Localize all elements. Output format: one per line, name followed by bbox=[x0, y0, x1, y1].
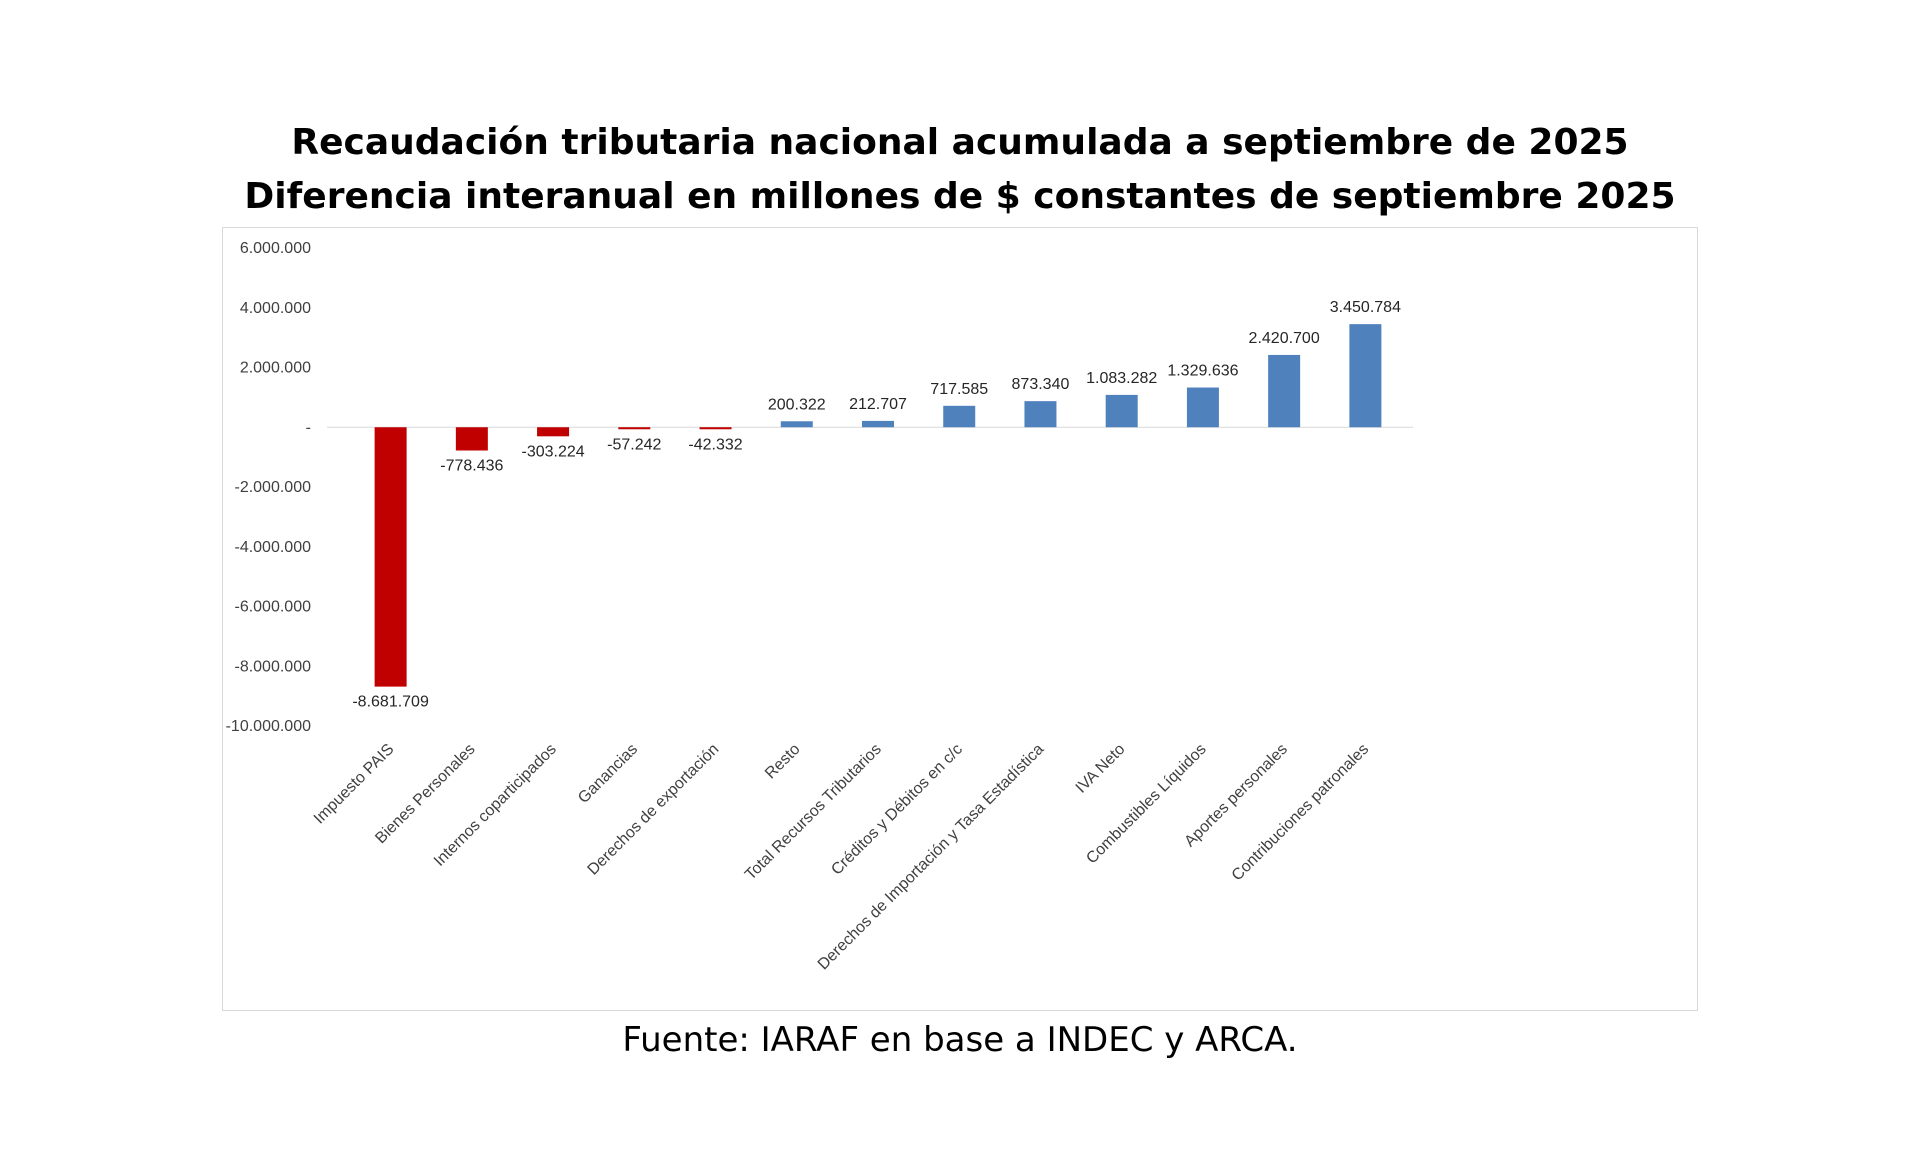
data-label: -42.332 bbox=[688, 436, 742, 453]
y-tick-label: 4.000.000 bbox=[240, 300, 311, 317]
bar-7 bbox=[862, 420, 894, 428]
category-label: Créditos y Débitos en c/c bbox=[828, 741, 966, 879]
bar-9 bbox=[1024, 401, 1057, 428]
chart-title-line-2: Diferencia interanual en millones de $ c… bbox=[244, 176, 1676, 217]
bar-5 bbox=[699, 427, 732, 430]
data-label: 873.340 bbox=[1012, 376, 1070, 393]
category-label: Impuesto PAIS bbox=[311, 741, 398, 828]
data-label: -303.224 bbox=[521, 443, 584, 460]
data-label: 200.322 bbox=[768, 396, 826, 413]
bar-8 bbox=[943, 405, 976, 428]
chart-area: 6.000.000 4.000.000 2.000.000 - -2.000.000 -4… bbox=[222, 227, 1698, 1011]
category-label: Total Recursos Tributarios bbox=[742, 741, 885, 884]
y-tick-label: -6.000.000 bbox=[234, 599, 311, 616]
y-tick-label: -10.000.000 bbox=[226, 718, 312, 735]
bar-12 bbox=[1268, 354, 1301, 428]
bar-1 bbox=[374, 427, 407, 687]
data-label: 3.450.784 bbox=[1330, 299, 1401, 316]
data-label: -8.681.709 bbox=[352, 694, 429, 711]
data-label: 717.585 bbox=[930, 381, 988, 398]
bar-3 bbox=[537, 427, 570, 437]
category-label: Derechos de exportación bbox=[585, 741, 723, 879]
data-label: 1.083.282 bbox=[1086, 370, 1157, 387]
bar-10 bbox=[1105, 394, 1138, 428]
category-label: Contribuciones patronales bbox=[1229, 741, 1372, 884]
bar-chart: 6.000.000 4.000.000 2.000.000 - -2.000.000 -4… bbox=[226, 240, 1413, 973]
y-tick-label: -4.000.000 bbox=[234, 539, 311, 556]
source-note: Fuente: IARAF en base a INDEC y ARCA. bbox=[622, 1020, 1298, 1060]
y-tick-label: -2.000.000 bbox=[234, 479, 311, 496]
data-label: 2.420.700 bbox=[1249, 330, 1320, 347]
category-label: IVA Neto bbox=[1073, 741, 1129, 797]
bar-13 bbox=[1349, 324, 1382, 428]
category-label: Resto bbox=[762, 741, 804, 783]
category-label: Ganancias bbox=[575, 741, 641, 807]
bar-11 bbox=[1186, 387, 1219, 428]
bar-2 bbox=[455, 427, 488, 451]
y-tick-label: 6.000.000 bbox=[240, 240, 311, 257]
data-label: 212.707 bbox=[849, 396, 907, 413]
y-tick-label: -8.000.000 bbox=[234, 658, 311, 675]
bar-4 bbox=[618, 427, 651, 430]
chart-title-line-1: Recaudación tributaria nacional acumulad… bbox=[291, 122, 1629, 163]
y-tick-label: - bbox=[306, 419, 311, 436]
data-label: -778.436 bbox=[440, 458, 503, 475]
data-label: -57.242 bbox=[607, 436, 661, 453]
data-label: 1.329.636 bbox=[1167, 363, 1238, 380]
y-tick-label: 2.000.000 bbox=[240, 360, 311, 377]
bar-6 bbox=[780, 421, 813, 428]
